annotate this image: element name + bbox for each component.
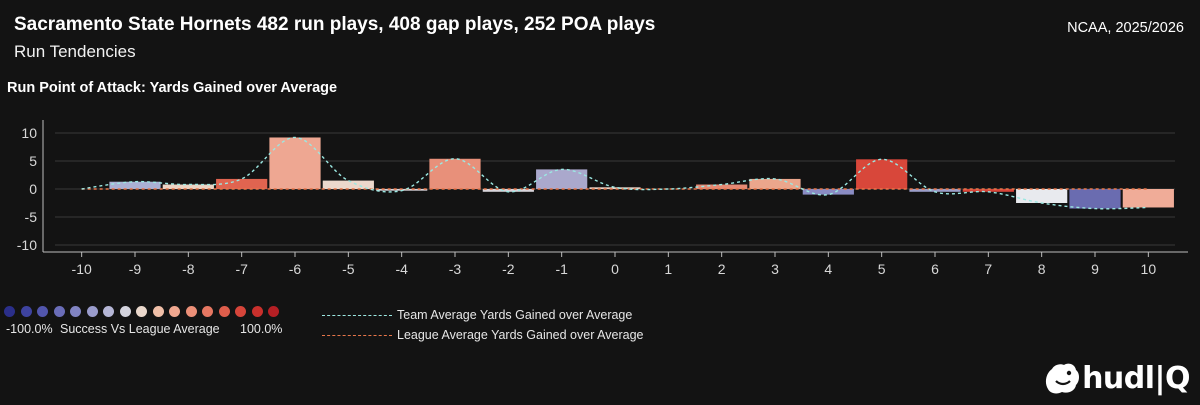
scale-dot xyxy=(37,306,48,317)
x-tick-label: -6 xyxy=(289,261,302,277)
scale-dot xyxy=(185,306,197,317)
x-tick-label: -2 xyxy=(502,261,515,277)
bar xyxy=(1016,189,1068,203)
scale-dot xyxy=(251,306,263,317)
x-tick-label: -5 xyxy=(342,261,355,277)
scale-dot xyxy=(235,306,246,317)
bar xyxy=(536,169,588,189)
x-tick-label: 9 xyxy=(1091,261,1099,277)
scale-max-label: 100.0% xyxy=(240,322,283,336)
x-tick-label: -3 xyxy=(449,261,462,277)
league-average-legend-label: League Average Yards Gained over Average xyxy=(397,328,644,342)
scale-dot xyxy=(268,306,279,317)
scale-dot xyxy=(119,306,131,317)
x-tick-label: -4 xyxy=(395,261,408,277)
bar xyxy=(909,189,961,192)
scale-title: Success Vs League Average xyxy=(60,322,220,336)
y-tick-label: 0 xyxy=(29,181,37,197)
bar xyxy=(802,189,854,195)
bar xyxy=(1069,189,1121,209)
x-tick-label: 7 xyxy=(984,261,992,277)
x-tick-label: 1 xyxy=(664,261,672,277)
x-tick-label: 8 xyxy=(1038,261,1046,277)
y-tick-label: -5 xyxy=(25,209,38,225)
scale-dot xyxy=(70,306,81,317)
team-average-line xyxy=(81,136,1149,210)
page-subtitle: Run Tendencies xyxy=(14,42,136,61)
bar xyxy=(429,158,481,189)
y-tick-label: -10 xyxy=(17,237,37,253)
chart-title: Run Point of Attack: Yards Gained over A… xyxy=(7,80,338,96)
bar xyxy=(962,189,1014,192)
x-tick-label: 10 xyxy=(1141,261,1157,277)
bar xyxy=(482,189,534,192)
bar xyxy=(856,159,908,189)
bar xyxy=(589,187,641,189)
x-tick-label: -8 xyxy=(182,261,195,277)
team-average-legend-line xyxy=(322,315,392,316)
league-average-legend-line xyxy=(322,335,392,336)
scale-dot xyxy=(169,306,180,317)
x-tick-label: -9 xyxy=(129,261,142,277)
bar xyxy=(1122,189,1174,208)
scale-min-label: -100.0% xyxy=(6,322,53,336)
scale-dot xyxy=(53,306,65,317)
scale-dot xyxy=(20,306,32,317)
bar xyxy=(162,184,214,189)
league-season: NCAA, 2025/2026 xyxy=(1067,20,1184,36)
x-tick-label: 2 xyxy=(718,261,726,277)
hudl-mascot-icon xyxy=(1045,363,1080,394)
hudl-iq-logo: hudl|Q xyxy=(1042,359,1190,397)
team-average-legend-label: Team Average Yards Gained over Average xyxy=(397,308,633,322)
bar xyxy=(376,189,428,191)
bar xyxy=(269,137,321,189)
bar xyxy=(109,181,161,189)
scale-dot xyxy=(136,306,147,317)
x-tick-label: 5 xyxy=(878,261,886,277)
bar xyxy=(749,178,801,189)
scale-dot xyxy=(202,306,213,317)
x-tick-label: 4 xyxy=(824,261,832,277)
x-tick-label: 0 xyxy=(611,261,619,277)
x-tick-label: -10 xyxy=(72,261,92,277)
scale-dot xyxy=(218,306,230,317)
scale-dot xyxy=(4,306,15,317)
bar xyxy=(322,180,374,189)
x-tick-label: -1 xyxy=(555,261,568,277)
scale-dot xyxy=(103,306,114,317)
x-tick-label: 3 xyxy=(771,261,779,277)
bar xyxy=(696,184,748,189)
hudl-iq-wordmark: hudl|Q xyxy=(1082,360,1190,396)
page-title: Sacramento State Hornets 482 run plays, … xyxy=(14,14,656,35)
bar xyxy=(216,178,268,189)
y-tick-label: 10 xyxy=(21,125,37,141)
x-tick-label: 6 xyxy=(931,261,939,277)
x-tick-label: -7 xyxy=(235,261,248,277)
y-tick-label: 5 xyxy=(29,153,37,169)
scale-dot xyxy=(152,306,164,317)
scale-dot xyxy=(86,306,98,317)
